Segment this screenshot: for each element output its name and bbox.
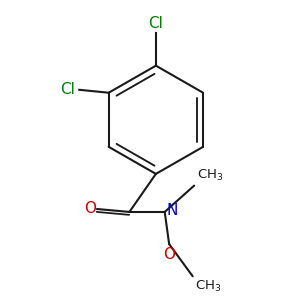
Text: Cl: Cl (60, 82, 75, 97)
Text: O: O (85, 202, 97, 217)
Text: Cl: Cl (148, 16, 163, 31)
Text: N: N (166, 203, 178, 218)
Text: CH$_3$: CH$_3$ (195, 279, 221, 294)
Text: O: O (163, 247, 175, 262)
Text: CH$_3$: CH$_3$ (196, 168, 223, 183)
